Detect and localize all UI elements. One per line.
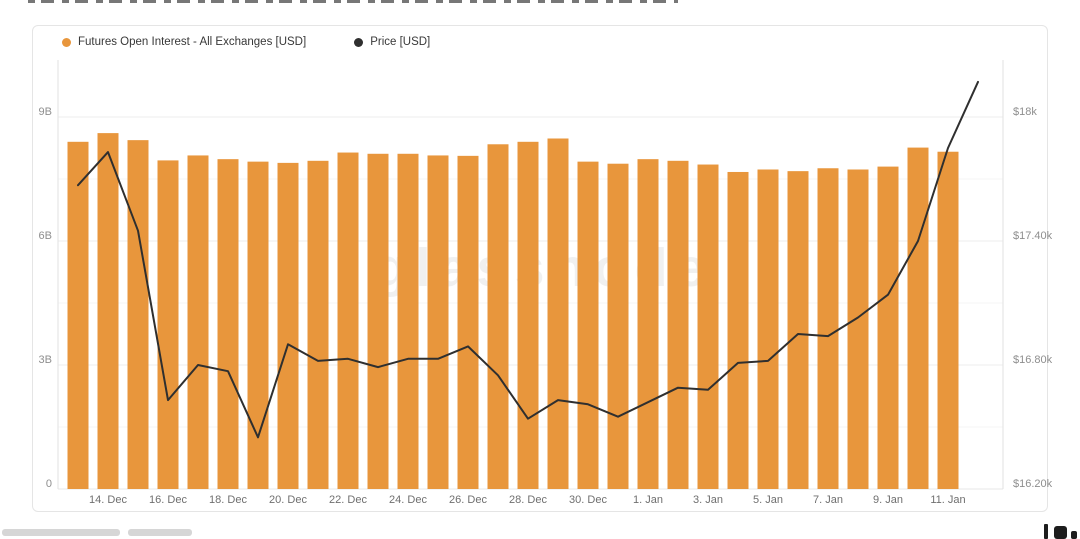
oi-bar[interactable] [427,155,449,489]
oi-bar[interactable] [127,140,149,489]
oi-bar[interactable] [277,162,299,489]
chart-legend: Futures Open Interest - All Exchanges [U… [62,36,430,48]
clipped-footer-text [2,529,120,536]
oi-bar[interactable] [337,152,359,489]
legend-item-open-interest[interactable]: Futures Open Interest - All Exchanges [U… [62,36,306,48]
legend-item-price[interactable]: Price [USD] [354,36,430,48]
oi-bar[interactable] [637,159,659,489]
right-axis-tick-label: $18k [1013,106,1037,118]
oi-bar[interactable] [97,133,119,489]
clipped-logo-fragment [1042,522,1078,539]
left-axis-tick-label: 6B [39,230,52,242]
oi-bar[interactable] [67,141,89,490]
legend-label-price: Price [USD] [370,36,431,48]
x-axis-tick-label: 9. Jan [873,494,903,506]
x-axis-tick-label: 14. Dec [89,494,127,506]
oi-bar[interactable] [667,160,689,489]
open-interest-bars[interactable] [67,133,959,490]
oi-bar[interactable] [937,151,959,489]
oi-bar[interactable] [877,166,899,489]
oi-bar[interactable] [367,153,389,489]
x-axis-tick-label: 22. Dec [329,494,367,506]
oi-bar[interactable] [757,169,779,489]
oi-bar[interactable] [397,153,419,489]
x-axis-tick-label: 28. Dec [509,494,547,506]
oi-bar[interactable] [907,147,929,489]
oi-bar[interactable] [697,164,719,490]
right-axis-tick-label: $16.20k [1013,478,1053,490]
x-axis-tick-label: 16. Dec [149,494,187,506]
oi-bar[interactable] [307,160,329,489]
price-line[interactable] [77,80,979,439]
oi-bar[interactable] [607,163,629,489]
clipped-footer-text [128,529,192,536]
x-axis-tick-label: 30. Dec [569,494,607,506]
oi-bar[interactable] [157,160,179,489]
left-axis-tick-label: 9B [39,106,52,118]
x-axis-tick-label: 5. Jan [753,494,783,506]
x-axis-tick-label: 7. Jan [813,494,843,506]
oi-bar[interactable] [487,144,509,489]
oi-bar[interactable] [727,171,749,489]
legend-dot-open-interest-icon [62,37,71,47]
oi-bar[interactable] [187,155,209,489]
right-axis-tick-label: $16.80k [1013,354,1053,366]
left-axis-tick-label: 3B [39,354,52,366]
x-axis-tick-label: 20. Dec [269,494,307,506]
x-axis-tick-label: 3. Jan [693,494,723,506]
oi-bar[interactable] [217,159,239,489]
x-axis-tick-label: 26. Dec [449,494,487,506]
oi-bar[interactable] [247,161,269,489]
x-axis-tick-label: 24. Dec [389,494,427,506]
x-axis-tick-label: 1. Jan [633,494,663,506]
oi-bar[interactable] [517,141,539,490]
oi-bar[interactable] [847,169,869,489]
left-axis-tick-label: 0 [46,478,52,490]
x-axis-tick-label: 11. Jan [930,494,965,506]
clipped-title-text [28,0,678,3]
legend-dot-price-icon [354,37,364,47]
oi-bar[interactable] [817,168,839,489]
legend-label-open-interest: Futures Open Interest - All Exchanges [U… [78,36,307,48]
x-axis-tick-label: 18. Dec [209,494,247,506]
right-axis-tick-label: $17.40k [1013,230,1053,242]
oi-bar[interactable] [457,155,479,489]
oi-bar[interactable] [577,161,599,489]
oi-bar[interactable] [787,171,809,489]
oi-bar[interactable] [547,138,569,489]
